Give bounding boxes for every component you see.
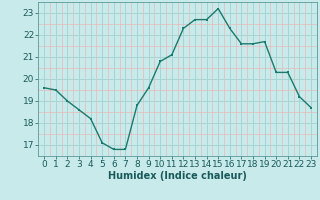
X-axis label: Humidex (Indice chaleur): Humidex (Indice chaleur) [108, 171, 247, 181]
